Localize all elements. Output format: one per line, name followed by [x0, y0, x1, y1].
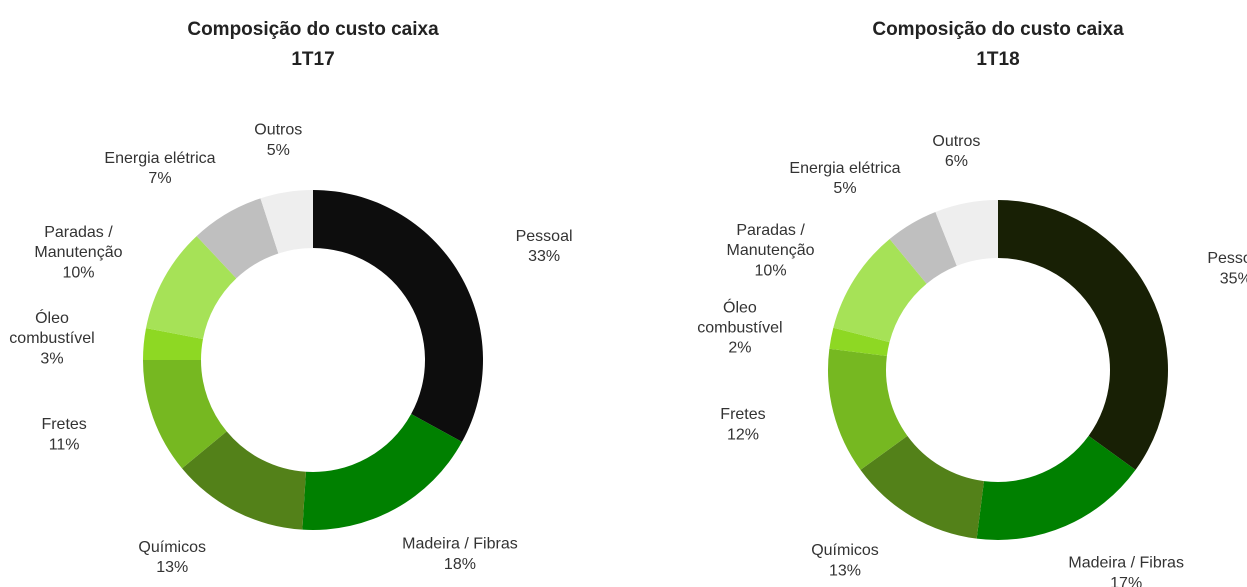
label-line: Manutenção [727, 242, 815, 259]
donut-slice [860, 435, 984, 539]
chart-subtitle: 1T18 [976, 49, 1019, 70]
slice-label: Óleo combustível [9, 308, 94, 347]
donut-slice [889, 211, 957, 284]
donut-slice [833, 239, 927, 343]
slice-label: Energia elétrica [104, 150, 215, 167]
value-label: 3% [40, 350, 63, 367]
donut-slice [196, 198, 279, 279]
value-label: 17% [1110, 575, 1142, 587]
chart-title: Composição do custo caixa [187, 19, 439, 40]
label-line: Fretes [720, 406, 765, 423]
label-line: Paradas / [44, 224, 113, 241]
donut-slice [302, 413, 462, 530]
value-label: 7% [148, 170, 171, 187]
slice-label: Madeira / Fibras [402, 536, 518, 553]
label-line: combustível [9, 330, 94, 347]
label-line: Paradas / [736, 222, 805, 239]
value-label: 35% [1220, 270, 1247, 287]
donut-slice [260, 190, 313, 254]
value-label: 5% [833, 180, 856, 197]
label-line: Energia elétrica [104, 150, 215, 167]
value-label: 10% [62, 264, 94, 281]
label-line: Óleo [723, 298, 757, 317]
label-line: Químicos [138, 539, 206, 556]
value-label: 10% [755, 262, 787, 279]
slice-label: Madeira / Fibras [1068, 555, 1184, 572]
label-line: Energia elétrica [789, 160, 900, 177]
label-line: Outros [932, 133, 980, 150]
donut-slice [976, 435, 1136, 540]
chart-subtitle: 1T17 [291, 49, 334, 70]
label-line: Madeira / Fibras [1068, 555, 1184, 572]
chart-title: Composição do custo caixa [872, 19, 1124, 40]
value-label: 13% [829, 562, 861, 579]
label-line: combustível [697, 320, 782, 337]
slice-label: Químicos [138, 539, 206, 556]
value-label: 18% [444, 556, 476, 573]
slice-label: Pessoal [516, 228, 573, 245]
slice-label: Óleo combustível [697, 298, 782, 337]
value-label: 33% [528, 248, 560, 265]
label-line: Químicos [811, 542, 879, 559]
slice-label: Fretes [41, 416, 86, 433]
label-line: Manutenção [34, 244, 122, 261]
value-label: 13% [156, 559, 188, 576]
slice-label: Paradas / Manutenção [34, 224, 122, 261]
slice-label: Pessoal [1207, 250, 1247, 267]
label-line: Pessoal [516, 228, 573, 245]
value-label: 2% [728, 340, 751, 357]
donut-slice [182, 431, 306, 530]
label-line: Fretes [41, 416, 86, 433]
slice-label: Fretes [720, 406, 765, 423]
label-line: Pessoal [1207, 250, 1247, 267]
donut-slice [935, 200, 998, 266]
slice-label: Outros [932, 133, 980, 150]
slice-label: Outros [254, 122, 302, 139]
label-line: Outros [254, 122, 302, 139]
value-label: 6% [945, 153, 968, 170]
donut-slice [143, 328, 203, 360]
value-label: 12% [727, 426, 759, 443]
slice-label: Químicos [811, 542, 879, 559]
donut-slice [828, 348, 908, 470]
donut-slice [146, 236, 237, 340]
slice-label: Energia elétrica [789, 160, 900, 177]
slice-label: Paradas / Manutenção [727, 222, 815, 259]
donut-slice [998, 200, 1168, 470]
donut-slice [829, 327, 890, 356]
donut-slice [313, 190, 483, 442]
value-label: 11% [49, 436, 80, 453]
label-line: Óleo [35, 308, 69, 327]
value-label: 5% [267, 142, 290, 159]
donut-slice [143, 360, 227, 469]
label-line: Madeira / Fibras [402, 536, 518, 553]
